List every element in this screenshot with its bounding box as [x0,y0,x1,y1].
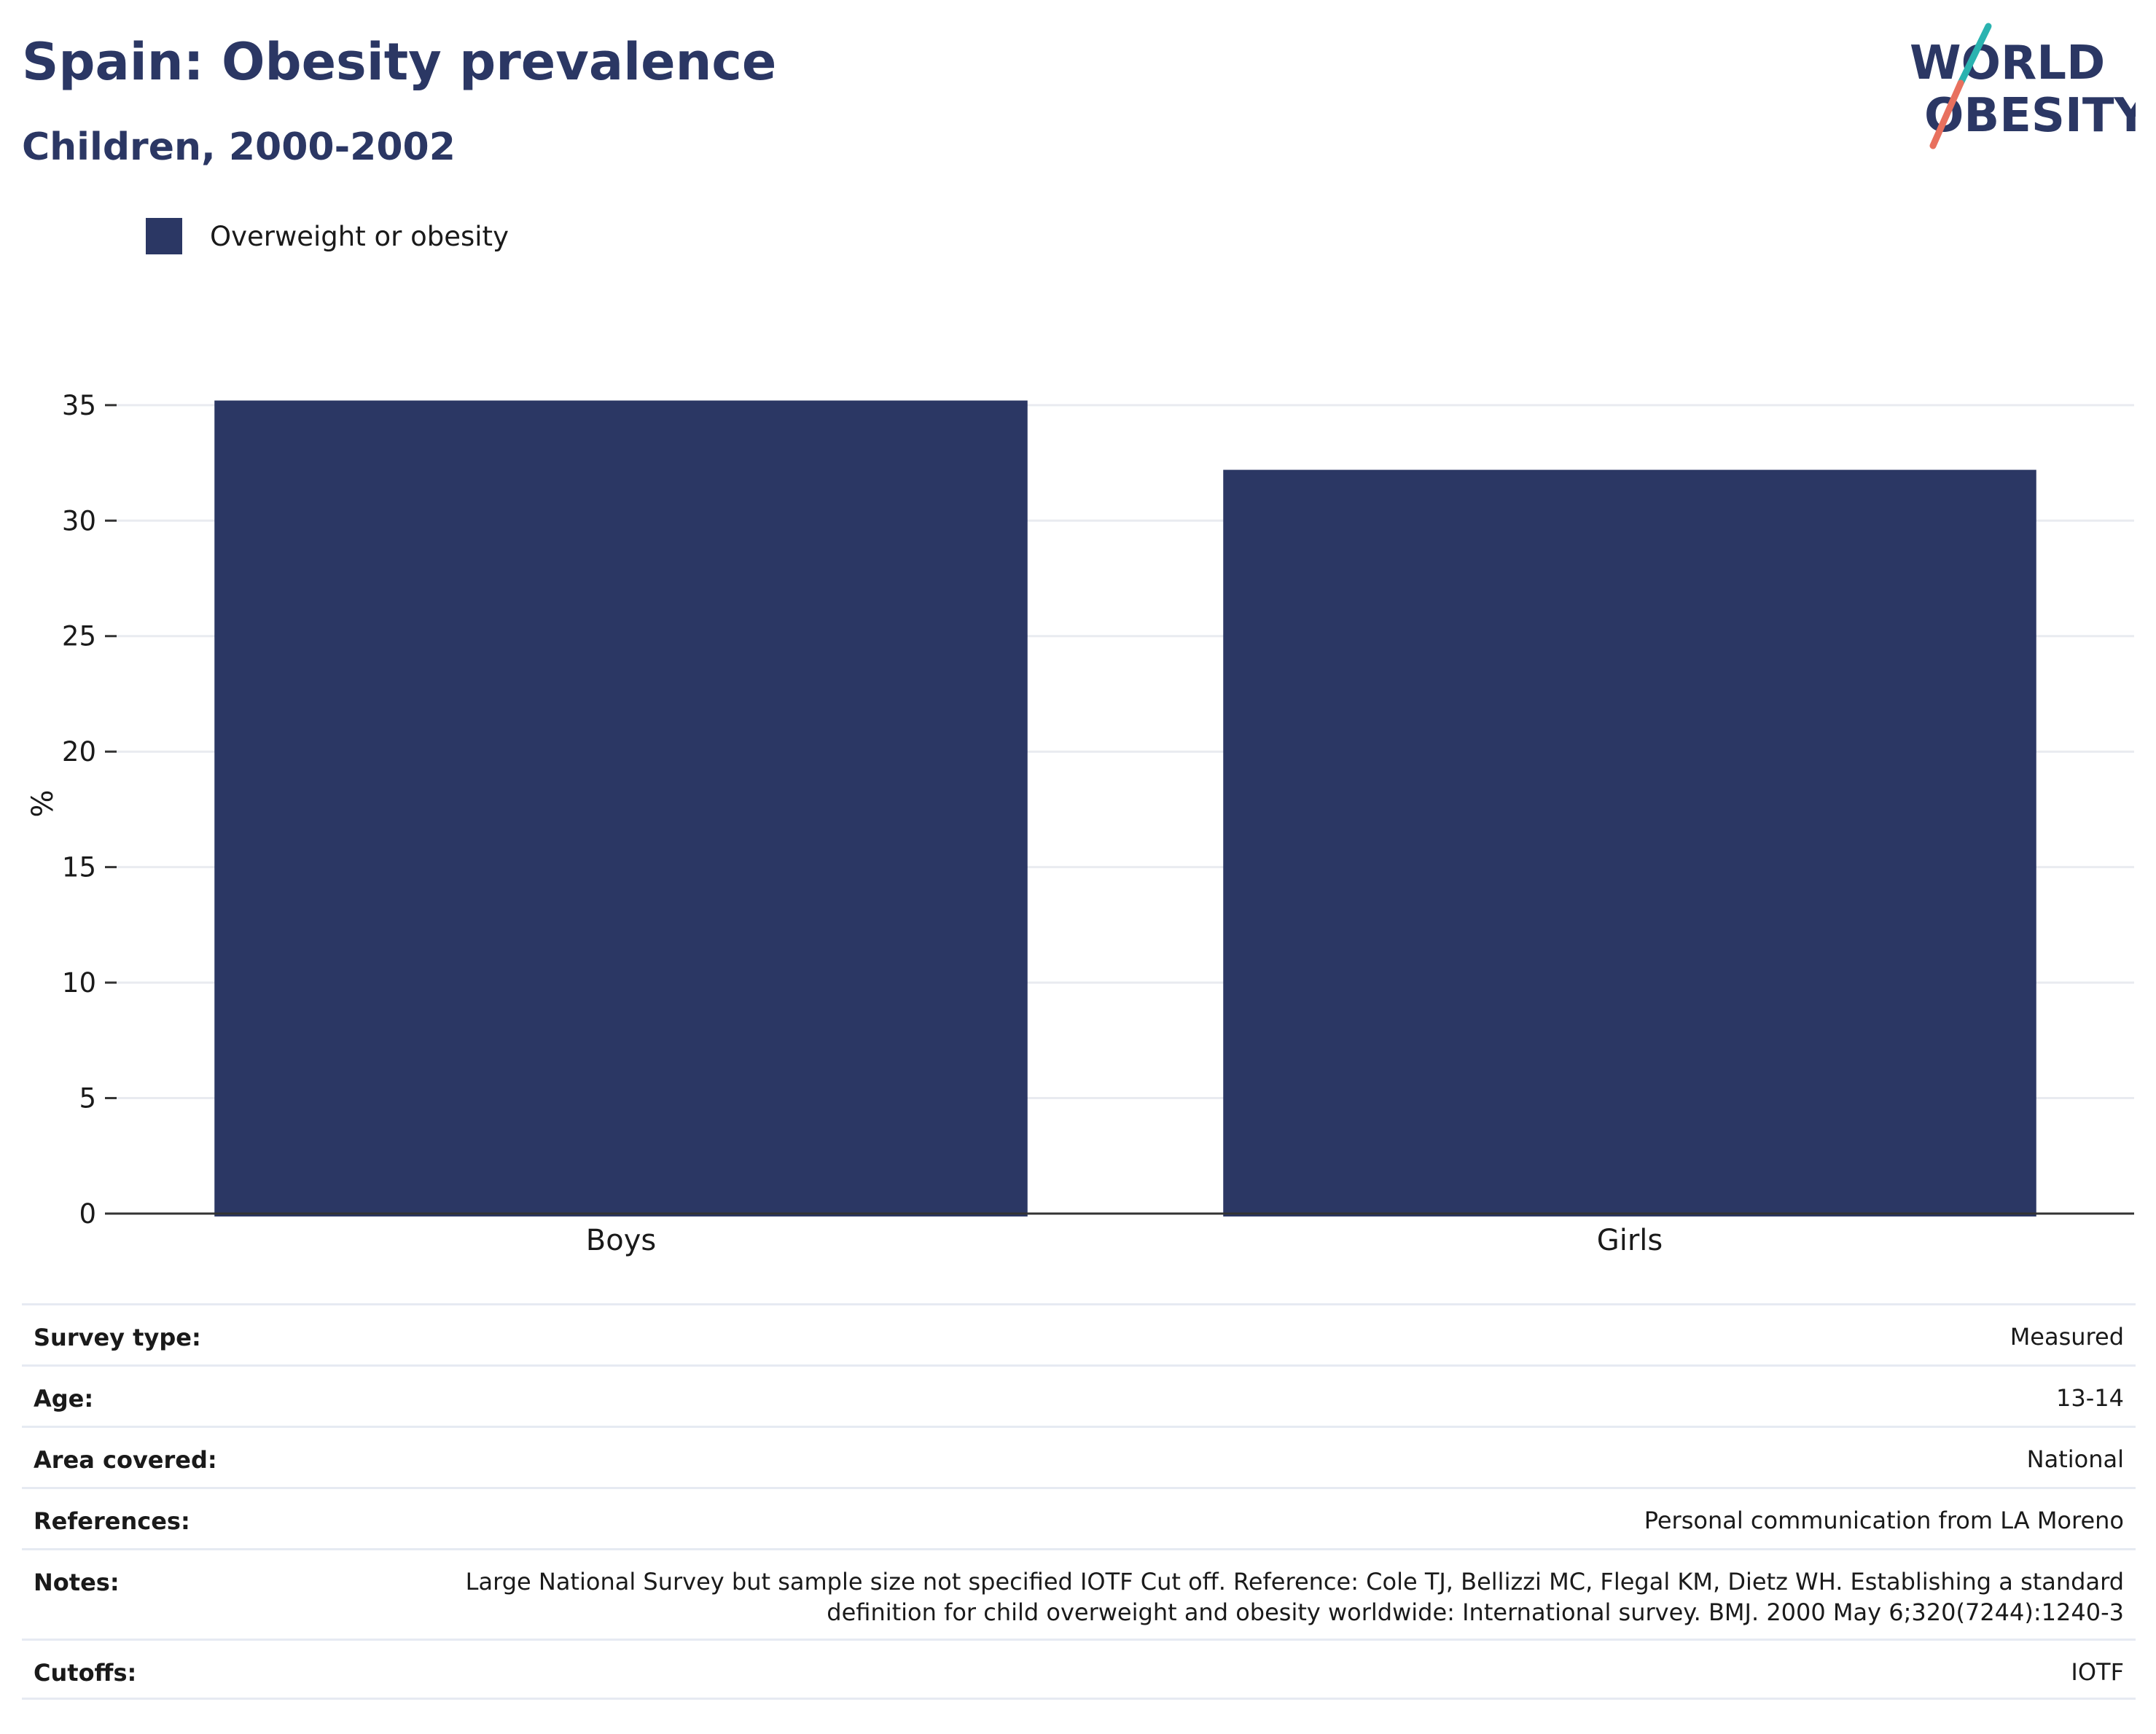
meta-value: Large National Survey but sample size no… [465,1568,2124,1626]
meta-row: Notes: Large National Survey but sample s… [22,1548,2136,1639]
meta-key: References: [34,1507,190,1535]
meta-key: Cutoffs: [34,1659,137,1687]
x-tick-label: Girls [1597,1224,1663,1257]
y-tick-label: 25 [62,621,96,652]
logo-slash-coral [1929,79,1964,149]
y-axis-label: % [26,789,60,817]
y-tick-label: 35 [62,390,96,421]
y-tick-label: 15 [62,852,96,883]
meta-value: National [2026,1445,2124,1473]
y-tick-label: 5 [79,1083,96,1114]
legend: Overweight or obesity [146,217,509,255]
meta-value: Measured [2009,1323,2124,1351]
chart-title: Spain: Obesity prevalence [22,32,777,92]
meta-key: Area covered: [34,1446,217,1474]
meta-value: IOTF [2071,1658,2124,1686]
x-tick-label: Boys [586,1224,656,1257]
logo-line-2: OBESITY [1924,89,2136,143]
meta-key: Survey type: [34,1324,201,1351]
y-tick-label: 20 [62,736,96,768]
logo-line-1: WORLD [1910,36,2105,90]
survey-details-table: Survey type: Measured Age: 13-14 Area covere… [22,1303,2136,1700]
y-tick-label: 10 [62,967,96,999]
world-obesity-logo: WORLD OBESITY [1910,23,2136,149]
meta-key: Age: [34,1385,94,1413]
meta-row: References: Personal communication from L… [22,1487,2136,1548]
y-tick-label: 0 [79,1198,96,1230]
logo-slash-teal [1957,23,1992,87]
chart-subtitle: Children, 2000-2002 [22,125,456,169]
bar-boys [214,400,1028,1216]
bar-chart: 0 5 10 15 20 25 30 35% Boys Girls [26,390,2134,1257]
meta-key: Notes: [34,1569,120,1596]
meta-row: Area covered: National [22,1426,2136,1487]
legend-swatch [146,218,182,254]
meta-row: Age: 13-14 [22,1364,2136,1426]
meta-value: Personal communication from LA Moreno [1644,1507,2124,1534]
meta-value: 13-14 [2056,1384,2124,1412]
meta-row: Cutoffs: IOTF [22,1639,2136,1700]
legend-label: Overweight or obesity [210,220,509,252]
meta-row: Survey type: Measured [22,1303,2136,1364]
bar-girls [1223,469,2036,1217]
y-tick-label: 30 [62,505,96,536]
